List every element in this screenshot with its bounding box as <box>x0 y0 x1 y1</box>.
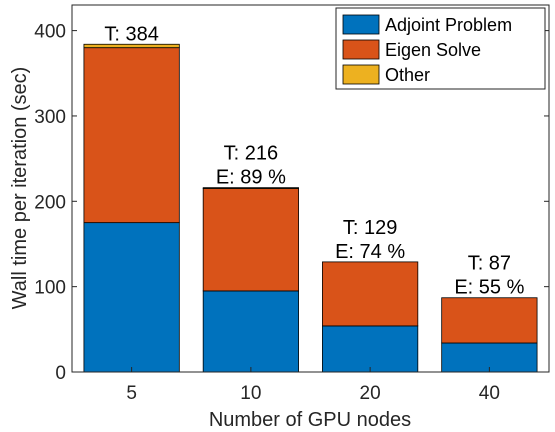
bar-segment-eigen-solve-10 <box>202 188 299 292</box>
y-tick-label-200: 200 <box>34 192 66 213</box>
bar-segment-eigen-solve-40 <box>441 297 538 344</box>
bar-segment-other-5 <box>83 43 180 49</box>
y-tick-label-0: 0 <box>55 363 66 384</box>
legend-swatch-other <box>342 64 380 85</box>
x-tick-label-10: 10 <box>240 383 261 404</box>
legend-label-adjoint-problem: Adjoint Problem <box>385 15 512 35</box>
bar-segment-adjoint-problem-20 <box>322 325 419 373</box>
legend-label-other: Other <box>385 65 430 85</box>
legend: Adjoint Problem Eigen Solve Other <box>335 7 546 90</box>
y-axis: 0 100 200 300 400 <box>34 22 549 384</box>
x-axis: 5 10 20 40 <box>126 367 500 404</box>
bar-segment-eigen-solve-20 <box>322 261 419 327</box>
y-tick-label-100: 100 <box>34 278 66 299</box>
bar-annotation-40-1: E: 55 % <box>454 277 524 299</box>
bar-annotation-20-1: E: 74 % <box>335 241 405 263</box>
bar-segment-adjoint-problem-5 <box>83 222 180 373</box>
bar-annotation-40-0: T: 87 <box>468 253 511 275</box>
bars-layer <box>83 43 538 373</box>
x-tick-label-5: 5 <box>126 383 137 404</box>
x-tick-label-40: 40 <box>479 383 500 404</box>
y-tick-label-400: 400 <box>34 22 66 43</box>
legend-swatch-eigen-solve <box>342 39 380 60</box>
x-axis-label: Number of GPU nodes <box>209 409 411 431</box>
x-tick-label-20: 20 <box>360 383 381 404</box>
bar-annotation-10-1: E: 89 % <box>216 167 286 189</box>
bar-annotation-20-0: T: 129 <box>343 217 397 239</box>
bar-segment-eigen-solve-5 <box>83 47 180 224</box>
y-tick-label-300: 300 <box>34 107 66 128</box>
legend-swatch-adjoint-problem <box>342 14 380 35</box>
y-axis-label: Wall time per iteration (sec) <box>9 67 31 310</box>
legend-label-eigen-solve: Eigen Solve <box>385 40 481 60</box>
plot-area-frame <box>71 4 550 373</box>
bar-annotation-5-0: T: 384 <box>104 23 158 45</box>
bar-segment-adjoint-problem-10 <box>202 290 299 373</box>
bar-annotation-10-0: T: 216 <box>224 143 278 165</box>
bar-segment-other-10 <box>202 187 299 189</box>
